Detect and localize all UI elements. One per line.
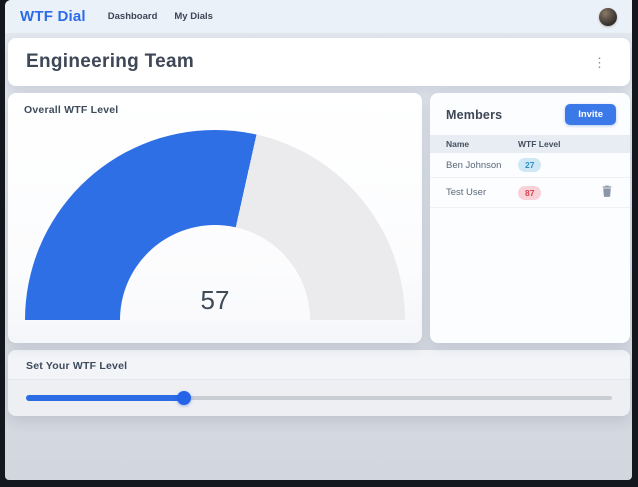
members-table-header: Name WTF Level	[430, 135, 630, 153]
user-avatar[interactable]	[599, 7, 617, 26]
wtf-level-badge: 87	[518, 185, 542, 200]
gauge-value: 57	[200, 285, 230, 315]
app-logo[interactable]: WTF Dial	[20, 8, 86, 25]
column-header-wtf-level: WTF Level	[518, 139, 561, 149]
navbar: WTF Dial Dashboard My Dials	[5, 0, 632, 33]
members-card: Members Invite Name WTF Level Ben Johnso…	[430, 93, 630, 343]
members-title: Members	[446, 107, 503, 122]
page-title: Engineering Team	[26, 51, 195, 72]
column-header-name: Name	[446, 139, 470, 149]
table-row: Test User 87	[430, 178, 630, 208]
wtf-level-badge: 27	[518, 158, 542, 172]
slider-thumb[interactable]	[177, 391, 192, 405]
table-row: Ben Johnson 27	[430, 153, 630, 178]
set-wtf-level-card: Set Your WTF Level	[8, 350, 630, 416]
kebab-menu-icon[interactable]: ⋮	[593, 54, 606, 70]
slider-card-title: Set Your WTF Level	[26, 360, 128, 372]
gauge-card-title: Overall WTF Level	[24, 104, 119, 116]
nav-links: Dashboard My Dials	[108, 11, 213, 22]
trash-icon	[602, 185, 612, 200]
content-row: Overall WTF Level 57 Members Invite Name…	[8, 93, 630, 343]
nav-link-dashboard[interactable]: Dashboard	[107, 11, 158, 22]
invite-button[interactable]: Invite	[565, 104, 616, 125]
slider-card-header: Set Your WTF Level	[8, 350, 630, 380]
slider-area	[8, 380, 630, 405]
members-header: Members Invite	[430, 93, 630, 135]
app-window: WTF Dial Dashboard My Dials Engineering …	[5, 0, 632, 480]
slider-fill	[26, 395, 185, 401]
delete-member-button[interactable]	[600, 183, 614, 202]
slider-track[interactable]	[26, 396, 612, 400]
nav-link-my-dials[interactable]: My Dials	[174, 11, 213, 22]
member-name: Test User	[446, 187, 487, 198]
wtf-level-slider[interactable]	[26, 391, 612, 405]
page-header-card: Engineering Team ⋮	[8, 38, 630, 86]
wtf-gauge: 57	[25, 130, 405, 320]
overall-wtf-card: Overall WTF Level 57	[8, 93, 422, 343]
member-name: Ben Johnson	[446, 159, 502, 171]
